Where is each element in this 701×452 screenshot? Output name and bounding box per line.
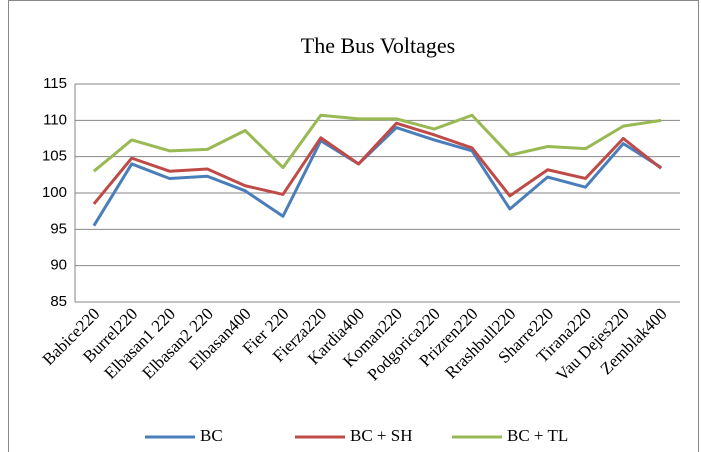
chart-frame (8, 0, 699, 452)
y-tick-label: 85 (50, 293, 67, 310)
legend-label: BC + SH (350, 426, 413, 445)
legend-label: BC (200, 426, 223, 445)
legend-label: BC + TL (507, 426, 568, 445)
y-tick-label: 90 (50, 257, 67, 274)
y-tick-label: 105 (42, 148, 67, 165)
chart-title: The Bus Voltages (301, 33, 455, 58)
y-tick-label: 95 (50, 220, 67, 237)
series-line (92, 113, 662, 173)
y-tick-label: 110 (43, 111, 67, 128)
y-tick-label: 115 (43, 75, 67, 92)
series-line (92, 121, 663, 205)
y-tick-label: 100 (42, 184, 67, 201)
